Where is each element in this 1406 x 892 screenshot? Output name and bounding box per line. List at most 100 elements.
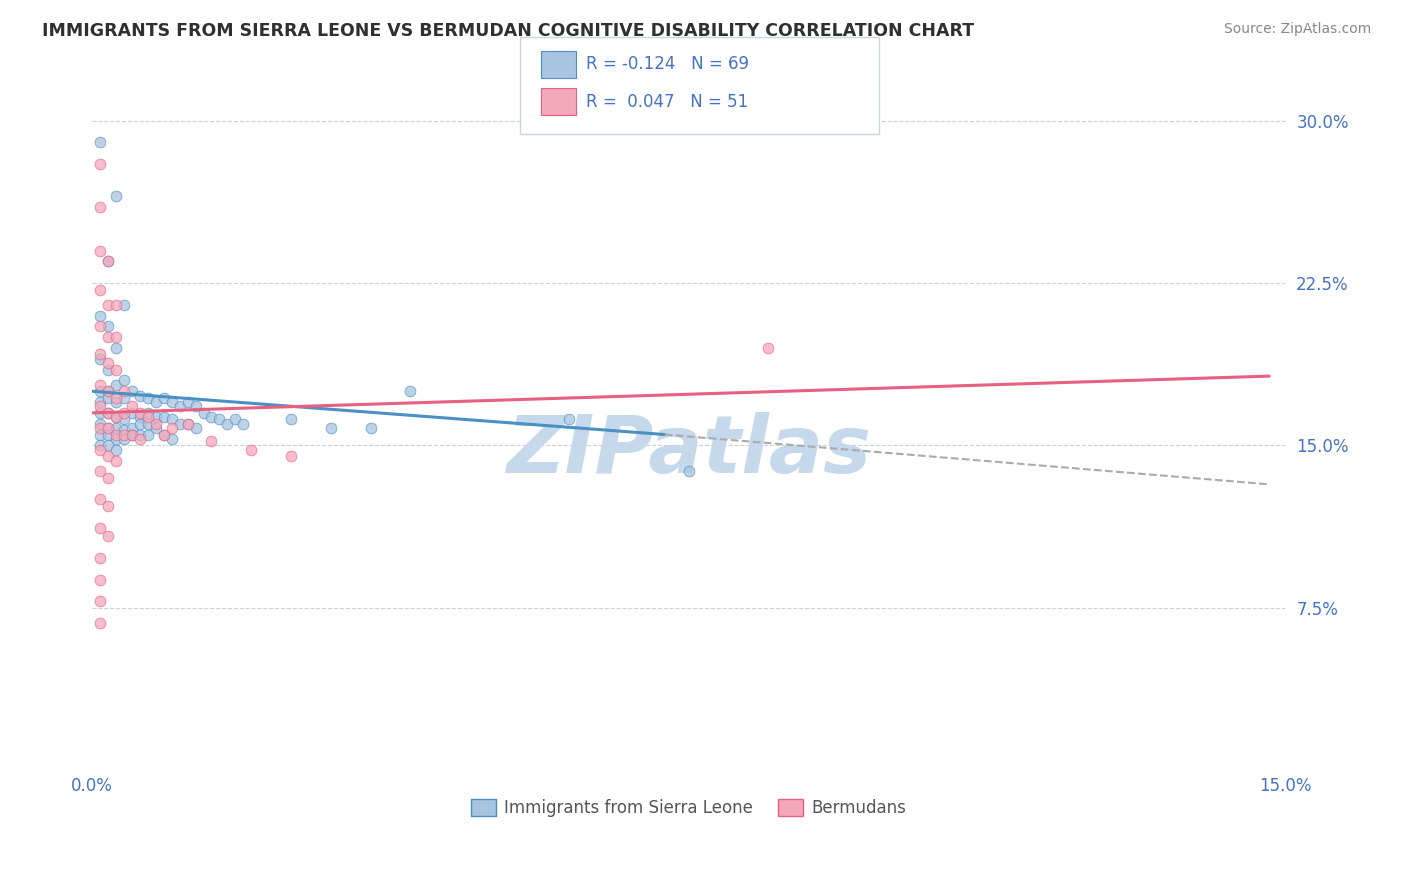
Point [678, 464, 700, 478]
Point [89, 464, 111, 478]
Point [97, 330, 120, 344]
Point [128, 406, 150, 420]
Point [97, 391, 120, 405]
Point [89, 400, 111, 414]
Point [169, 400, 191, 414]
Point [121, 384, 143, 399]
Point [89, 421, 111, 435]
Text: Source: ZipAtlas.com: Source: ZipAtlas.com [1223, 22, 1371, 37]
Point [360, 421, 382, 435]
Point [105, 377, 128, 392]
Point [105, 341, 128, 355]
Point [112, 427, 135, 442]
Point [121, 427, 143, 442]
Point [184, 400, 207, 414]
Point [160, 412, 183, 426]
Text: R =  0.047   N = 51: R = 0.047 N = 51 [586, 93, 748, 111]
Point [112, 406, 135, 420]
Point [105, 391, 128, 405]
Point [200, 410, 222, 425]
Point [152, 427, 174, 442]
Point [105, 453, 128, 467]
Point [128, 432, 150, 446]
Point [89, 351, 111, 366]
Point [89, 550, 111, 565]
Point [97, 471, 120, 485]
Point [112, 384, 135, 399]
Point [176, 417, 198, 431]
Point [89, 615, 111, 630]
Point [97, 438, 120, 452]
Point [112, 432, 135, 446]
Point [97, 319, 120, 334]
Point [105, 432, 128, 446]
Point [97, 529, 120, 543]
Point [89, 283, 111, 297]
Point [176, 417, 198, 431]
Point [128, 417, 150, 431]
Point [97, 384, 120, 399]
Point [128, 410, 150, 425]
Point [97, 449, 120, 463]
Point [89, 377, 111, 392]
Point [176, 395, 198, 409]
Point [128, 427, 150, 442]
Point [97, 384, 120, 399]
Point [121, 400, 143, 414]
Point [97, 254, 120, 268]
Point [97, 421, 120, 435]
Point [105, 421, 128, 435]
Point [112, 391, 135, 405]
Point [160, 395, 183, 409]
Point [89, 347, 111, 361]
Point [89, 594, 111, 608]
Point [89, 309, 111, 323]
Point [89, 406, 111, 420]
Point [89, 438, 111, 452]
Point [97, 406, 120, 420]
Point [184, 421, 207, 435]
Point [319, 421, 342, 435]
Point [97, 406, 120, 420]
Point [112, 412, 135, 426]
Point [97, 362, 120, 376]
Point [136, 427, 159, 442]
Point [136, 417, 159, 431]
Point [105, 395, 128, 409]
Point [145, 417, 167, 431]
Point [280, 449, 302, 463]
Point [145, 421, 167, 435]
Point [105, 298, 128, 312]
Point [756, 341, 779, 355]
Point [89, 200, 111, 214]
Point [280, 412, 302, 426]
Point [208, 412, 231, 426]
Text: IMMIGRANTS FROM SIERRA LEONE VS BERMUDAN COGNITIVE DISABILITY CORRELATION CHART: IMMIGRANTS FROM SIERRA LEONE VS BERMUDAN… [42, 22, 974, 40]
Point [121, 406, 143, 420]
Point [97, 421, 120, 435]
Point [121, 421, 143, 435]
Point [89, 244, 111, 258]
Point [89, 417, 111, 431]
Point [89, 157, 111, 171]
Point [145, 410, 167, 425]
Point [105, 410, 128, 425]
Point [169, 417, 191, 431]
Text: ZIPatlas: ZIPatlas [506, 412, 872, 491]
Point [97, 254, 120, 268]
Point [136, 410, 159, 425]
Point [152, 410, 174, 425]
Point [89, 395, 111, 409]
Point [89, 492, 111, 507]
Point [105, 442, 128, 457]
Text: R = -0.124   N = 69: R = -0.124 N = 69 [586, 55, 749, 73]
Point [89, 427, 111, 442]
Point [89, 442, 111, 457]
Point [217, 417, 239, 431]
Point [152, 427, 174, 442]
Point [97, 298, 120, 312]
Point [105, 189, 128, 203]
Point [89, 573, 111, 587]
Point [136, 406, 159, 420]
Point [152, 391, 174, 405]
